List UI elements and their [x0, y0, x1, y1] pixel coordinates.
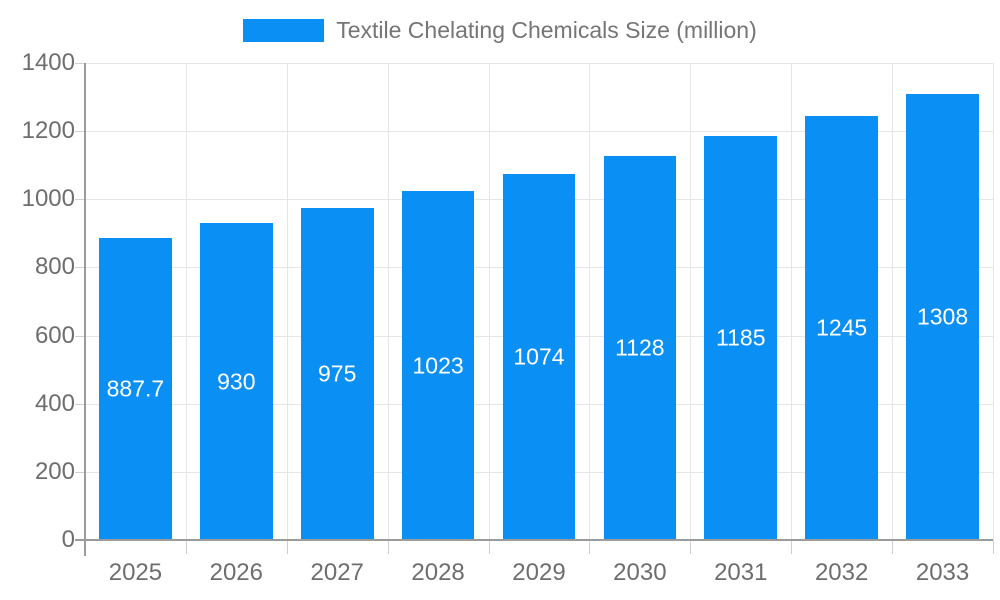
x-axis-tick	[892, 540, 894, 554]
y-axis-tick-label: 600	[34, 321, 75, 349]
bar-value-label: 1128	[615, 334, 665, 361]
x-axis-tick-label: 2026	[209, 559, 263, 586]
x-axis-tick	[387, 540, 389, 554]
bar-value-label: 1245	[816, 314, 868, 341]
y-axis-tick-label: 400	[34, 389, 75, 417]
x-axis-tick	[791, 540, 793, 554]
x-axis-tick-label: 2033	[915, 559, 970, 586]
bar[interactable]: 1245	[805, 115, 878, 540]
bar-value-label: 1308	[916, 303, 969, 330]
bar-value-label: 887.7	[106, 375, 165, 402]
bar[interactable]: 930	[200, 223, 273, 540]
x-axis-tick	[488, 540, 490, 554]
gridline-vertical	[286, 63, 288, 540]
bar-value-label: 975	[318, 360, 357, 387]
y-axis-tick-label: 1400	[21, 49, 75, 76]
gridline-vertical	[185, 63, 187, 540]
bar-value-label: 1023	[412, 352, 464, 379]
gridline-vertical	[892, 63, 894, 540]
x-axis-tick	[690, 540, 692, 554]
y-axis-tick	[75, 403, 85, 405]
x-axis-tick	[185, 540, 187, 554]
x-axis-tick-label: 2031	[714, 559, 768, 586]
y-axis-tick	[75, 335, 85, 337]
gridline-vertical	[690, 63, 692, 540]
plot-area: 0 200 400 600 800 1000 1200 1400 2025 887.7 2026 93…	[22, 51, 994, 585]
x-axis-tick-label: 2030	[613, 559, 667, 586]
legend-label: Textile Chelating Chemicals Size (millio…	[336, 17, 757, 43]
x-axis-tick-label: 2027	[310, 559, 364, 586]
gridline-horizontal	[85, 63, 993, 64]
gridline-vertical	[791, 63, 793, 540]
x-axis-tick	[993, 540, 994, 554]
bar[interactable]: 1023	[401, 191, 475, 540]
y-axis-tick-label: 1000	[21, 185, 75, 213]
y-axis-tick-label: 1200	[21, 117, 75, 145]
x-axis-tick-label: 2029	[512, 559, 566, 586]
legend-swatch	[243, 19, 325, 42]
y-axis-tick	[75, 63, 85, 64]
x-axis-tick-label: 2025	[108, 559, 163, 586]
bar-value-label: 930	[217, 368, 256, 395]
bar[interactable]: 1185	[704, 136, 778, 540]
y-axis-tick	[75, 199, 85, 201]
bar-value-label: 1185	[716, 324, 766, 351]
x-axis-tick-label: 2032	[814, 559, 869, 586]
y-axis-tick	[75, 267, 85, 269]
legend[interactable]: Textile Chelating Chemicals Size (millio…	[0, 17, 1000, 44]
y-axis-tick	[75, 471, 85, 473]
bar[interactable]: 887.7	[99, 237, 172, 540]
bar[interactable]: 975	[300, 207, 374, 540]
y-axis-tick	[75, 131, 85, 133]
bar[interactable]: 1308	[906, 94, 979, 540]
bar-value-label: 1074	[513, 343, 565, 370]
x-axis-tick	[286, 540, 288, 554]
y-axis-tick-label: 0	[61, 526, 75, 553]
y-axis-tick-label: 800	[34, 253, 75, 281]
gridline-horizontal	[85, 131, 993, 133]
x-axis-tick-label: 2028	[411, 559, 465, 586]
y-axis-tick-label: 200	[34, 457, 75, 485]
bar[interactable]: 1128	[603, 155, 677, 540]
x-axis-line	[75, 539, 993, 541]
bar[interactable]: 1074	[502, 174, 576, 540]
x-axis-tick	[589, 540, 591, 554]
y-axis-line	[84, 63, 86, 556]
gridline-vertical	[387, 63, 389, 540]
gridline-vertical	[488, 63, 490, 540]
gridline-vertical	[589, 63, 591, 540]
gridline-vertical	[993, 63, 994, 540]
